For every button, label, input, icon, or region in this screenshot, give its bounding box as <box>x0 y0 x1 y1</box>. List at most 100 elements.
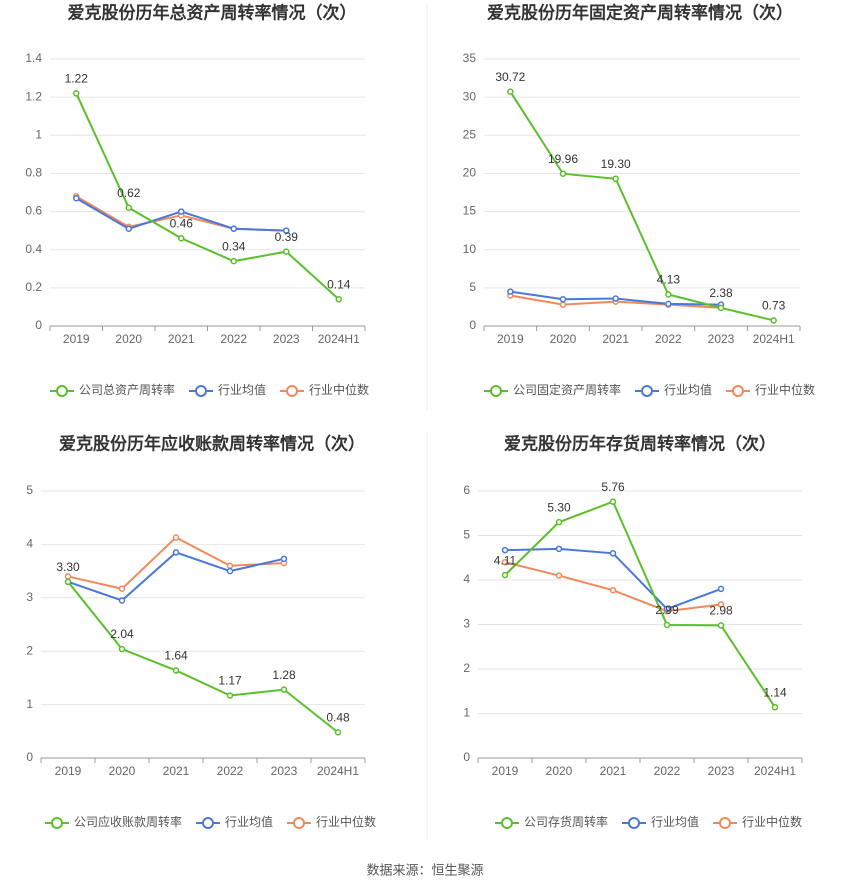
x-tick-label: 2019 <box>492 764 519 778</box>
chart-title: 爱克股份历年存货周转率情况（次） <box>504 433 776 453</box>
x-tick-label: 2020 <box>546 764 573 778</box>
point <box>717 585 725 593</box>
y-tick-label: 35 <box>463 51 477 65</box>
series-line <box>509 91 774 322</box>
y-tick-label: 6 <box>463 483 470 497</box>
point <box>118 645 126 653</box>
point <box>663 605 671 613</box>
point <box>283 248 290 255</box>
series-line <box>67 551 285 602</box>
point <box>555 518 563 526</box>
legend-label: 行业均值 <box>664 382 712 397</box>
value-label: 2.38 <box>709 286 733 300</box>
y-tick-label: 0.8 <box>25 166 42 180</box>
x-tick-label: 2022 <box>654 764 681 778</box>
point <box>280 686 288 693</box>
point <box>230 225 237 232</box>
x-tick-label: 2020 <box>550 332 577 346</box>
legend-marker <box>202 817 214 829</box>
x-tick-label: 2020 <box>109 764 136 778</box>
legend-marker <box>501 817 513 829</box>
y-tick-label: 1.2 <box>25 89 42 103</box>
y-tick-label: 2 <box>463 661 470 675</box>
y-tick-label: 15 <box>463 204 477 218</box>
value-label: 30.72 <box>495 70 525 84</box>
legend-label: 行业中位数 <box>755 382 815 397</box>
point <box>501 571 509 579</box>
point <box>717 304 725 312</box>
legend-marker <box>719 817 731 829</box>
legend-marker <box>490 385 502 397</box>
point <box>226 692 234 699</box>
series-line <box>504 547 722 611</box>
x-tick-label: 2023 <box>273 332 300 346</box>
value-label: 2.99 <box>655 603 679 617</box>
x-tick-label: 2023 <box>708 332 735 346</box>
point <box>612 295 619 302</box>
y-tick-label: 4 <box>26 537 33 551</box>
y-tick-label: 1.4 <box>25 51 42 65</box>
point <box>125 225 132 232</box>
value-label: 1.22 <box>65 72 89 86</box>
x-tick-label: 2024H1 <box>317 764 359 778</box>
x-tick-label: 2021 <box>602 332 629 346</box>
point <box>609 550 617 557</box>
y-tick-label: 0.6 <box>25 204 42 218</box>
chart-title: 爱克股份历年固定资产周转率情况（次） <box>487 2 793 22</box>
point <box>178 235 185 242</box>
series-line <box>75 92 340 301</box>
y-tick-label: 1 <box>463 706 470 720</box>
legend-marker <box>51 817 63 829</box>
value-label: 1.14 <box>763 685 787 699</box>
legend-marker <box>641 385 653 397</box>
legend-label: 行业均值 <box>225 814 273 829</box>
y-tick-label: 0 <box>26 750 33 764</box>
y-tick-label: 1 <box>35 127 42 141</box>
point <box>507 288 514 295</box>
value-label: 2.04 <box>110 627 134 641</box>
series-line <box>504 561 722 613</box>
point <box>717 622 725 629</box>
point <box>64 578 72 586</box>
value-label: 2.98 <box>709 604 733 618</box>
point <box>230 257 237 265</box>
x-tick-label: 2021 <box>163 764 190 778</box>
point <box>555 572 563 579</box>
value-label: 4.11 <box>494 553 517 567</box>
source: 数据来源：恒生聚源 <box>366 862 483 877</box>
value-label: 19.96 <box>548 152 578 166</box>
value-label: 3.30 <box>56 560 80 574</box>
legend-marker <box>732 385 744 397</box>
point <box>555 545 563 553</box>
legend-marker <box>286 385 298 397</box>
point <box>663 621 671 629</box>
point <box>665 291 672 298</box>
point <box>717 601 725 608</box>
y-tick-label: 0 <box>469 318 476 332</box>
value-label: 4.13 <box>657 273 681 287</box>
point <box>118 597 126 604</box>
point <box>771 704 779 711</box>
point <box>507 88 514 95</box>
legend-label: 行业中位数 <box>316 814 376 829</box>
x-tick-label: 2023 <box>708 764 735 778</box>
x-tick-label: 2024H1 <box>318 332 360 346</box>
point <box>609 586 617 594</box>
value-label: 5.30 <box>547 500 571 514</box>
point <box>178 208 185 215</box>
point <box>118 585 126 592</box>
legend-marker <box>628 817 640 829</box>
point <box>280 555 288 563</box>
value-label: 1.64 <box>164 649 188 663</box>
legend-label: 行业中位数 <box>309 382 369 397</box>
x-tick-label: 2022 <box>217 764 244 778</box>
y-tick-label: 5 <box>469 280 476 294</box>
point <box>334 729 342 736</box>
y-tick-label: 5 <box>463 528 470 542</box>
y-tick-label: 0.2 <box>25 280 42 294</box>
point <box>770 317 777 324</box>
legend-label: 行业中位数 <box>742 814 802 829</box>
x-tick-label: 2023 <box>271 764 298 778</box>
point <box>612 175 619 183</box>
